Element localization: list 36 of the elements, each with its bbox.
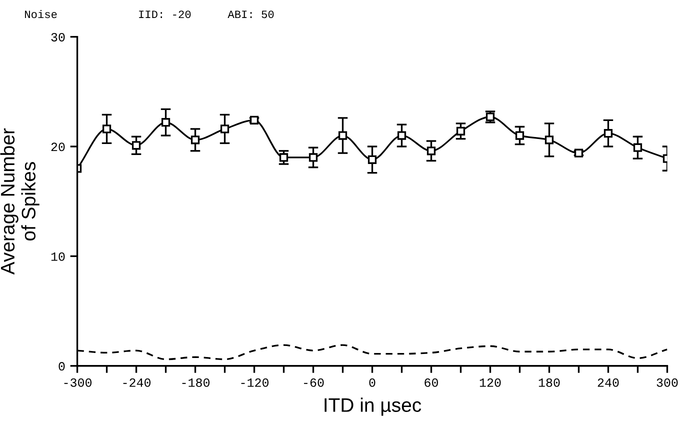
x-tick-label: -300 bbox=[64, 378, 92, 387]
text: ABI: 50 bbox=[228, 10, 274, 18]
point bbox=[338, 131, 348, 140]
x-tick-label: 180 bbox=[538, 378, 560, 387]
point bbox=[132, 141, 141, 150]
point bbox=[544, 136, 554, 144]
x-tick-label: 300 bbox=[656, 378, 678, 387]
x-tick-label: 60 bbox=[424, 378, 438, 387]
point bbox=[279, 153, 288, 162]
point bbox=[102, 124, 112, 134]
point bbox=[515, 131, 524, 140]
y-tick-label: 10 bbox=[51, 252, 65, 261]
point bbox=[368, 155, 377, 164]
point bbox=[308, 153, 318, 162]
y-tick-label: 20 bbox=[51, 142, 65, 152]
point bbox=[604, 129, 613, 138]
x-tick-label: -240 bbox=[123, 378, 151, 387]
x-tick-label: -180 bbox=[182, 378, 210, 387]
x-tick-label: -120 bbox=[241, 378, 268, 387]
point bbox=[397, 131, 406, 140]
x-tick-label: 0 bbox=[369, 378, 376, 387]
x-tick-label: -60 bbox=[304, 378, 324, 387]
text: Noise bbox=[25, 10, 57, 18]
point bbox=[220, 124, 230, 134]
x-tick-label: 240 bbox=[598, 378, 619, 387]
point bbox=[456, 126, 466, 136]
x-axis-title: ITD in µsec bbox=[324, 398, 422, 416]
y-tick-label: 0 bbox=[58, 362, 65, 371]
text: IID: -20 bbox=[139, 10, 191, 18]
x-tick-label: 120 bbox=[480, 378, 501, 387]
y-axis-title: Average Number of Spikes bbox=[0, 128, 40, 275]
point bbox=[426, 146, 436, 156]
point bbox=[633, 143, 642, 152]
y-tick-label: 30 bbox=[51, 32, 65, 42]
point bbox=[190, 136, 200, 144]
point bbox=[161, 118, 170, 127]
